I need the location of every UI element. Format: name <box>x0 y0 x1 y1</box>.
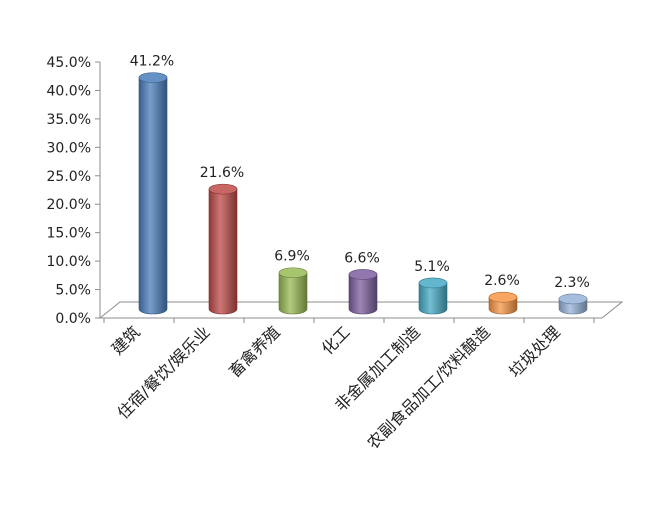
bar-top <box>138 72 168 83</box>
bar-top <box>558 293 588 305</box>
data-label: 2.6% <box>484 273 520 289</box>
bar-body <box>208 188 238 315</box>
data-label: 2.3% <box>554 275 590 291</box>
bar-top <box>348 269 378 280</box>
data-label: 21.6% <box>200 165 244 181</box>
bar <box>418 277 448 315</box>
bar <box>348 269 378 315</box>
y-tick-label: 0.0% <box>55 311 91 327</box>
y-tick-label: 15.0% <box>47 226 91 242</box>
data-labels: 41.2% 21.6% 6.9% 6.6% 5.1% 2.6% 2.3% <box>130 54 590 291</box>
data-label: 41.2% <box>130 54 174 70</box>
bar-top <box>278 267 308 279</box>
y-tick-label: 5.0% <box>55 283 91 299</box>
y-tick-label: 40.0% <box>47 83 91 99</box>
bar <box>558 293 588 315</box>
bar <box>208 183 238 315</box>
bar-body <box>418 282 448 315</box>
x-tick-label: 农副食品加工/饮料酿造 <box>363 322 493 452</box>
bar-body <box>278 272 308 315</box>
x-tick-label: 畜禽养殖 <box>225 322 284 381</box>
x-tick-label: 垃圾处理 <box>505 322 564 381</box>
y-tick-label: 45.0% <box>47 55 91 71</box>
bar <box>138 72 168 315</box>
bar-top <box>208 183 238 195</box>
data-label: 6.9% <box>274 249 310 265</box>
y-tick-label: 10.0% <box>47 254 91 270</box>
bar-series <box>138 72 588 315</box>
y-tick-label: 25.0% <box>47 169 91 185</box>
y-tick-label: 30.0% <box>47 140 91 156</box>
y-axis: 0.0% 5.0% 10.0% 15.0% 20.0% 25.0% 30.0% 35.0% 40… <box>47 55 595 327</box>
bar <box>278 267 308 315</box>
bar-top <box>488 291 518 303</box>
bar-top <box>418 277 448 289</box>
bar <box>488 291 518 315</box>
data-label: 5.1% <box>414 259 450 275</box>
y-tick-label: 20.0% <box>47 197 91 213</box>
bar-body <box>348 274 378 315</box>
x-tick-label: 建筑 <box>108 322 144 358</box>
data-label: 6.6% <box>344 250 380 266</box>
x-tick-label: 化工 <box>318 322 354 358</box>
bar-body <box>138 77 168 315</box>
y-tick-label: 35.0% <box>47 112 91 128</box>
